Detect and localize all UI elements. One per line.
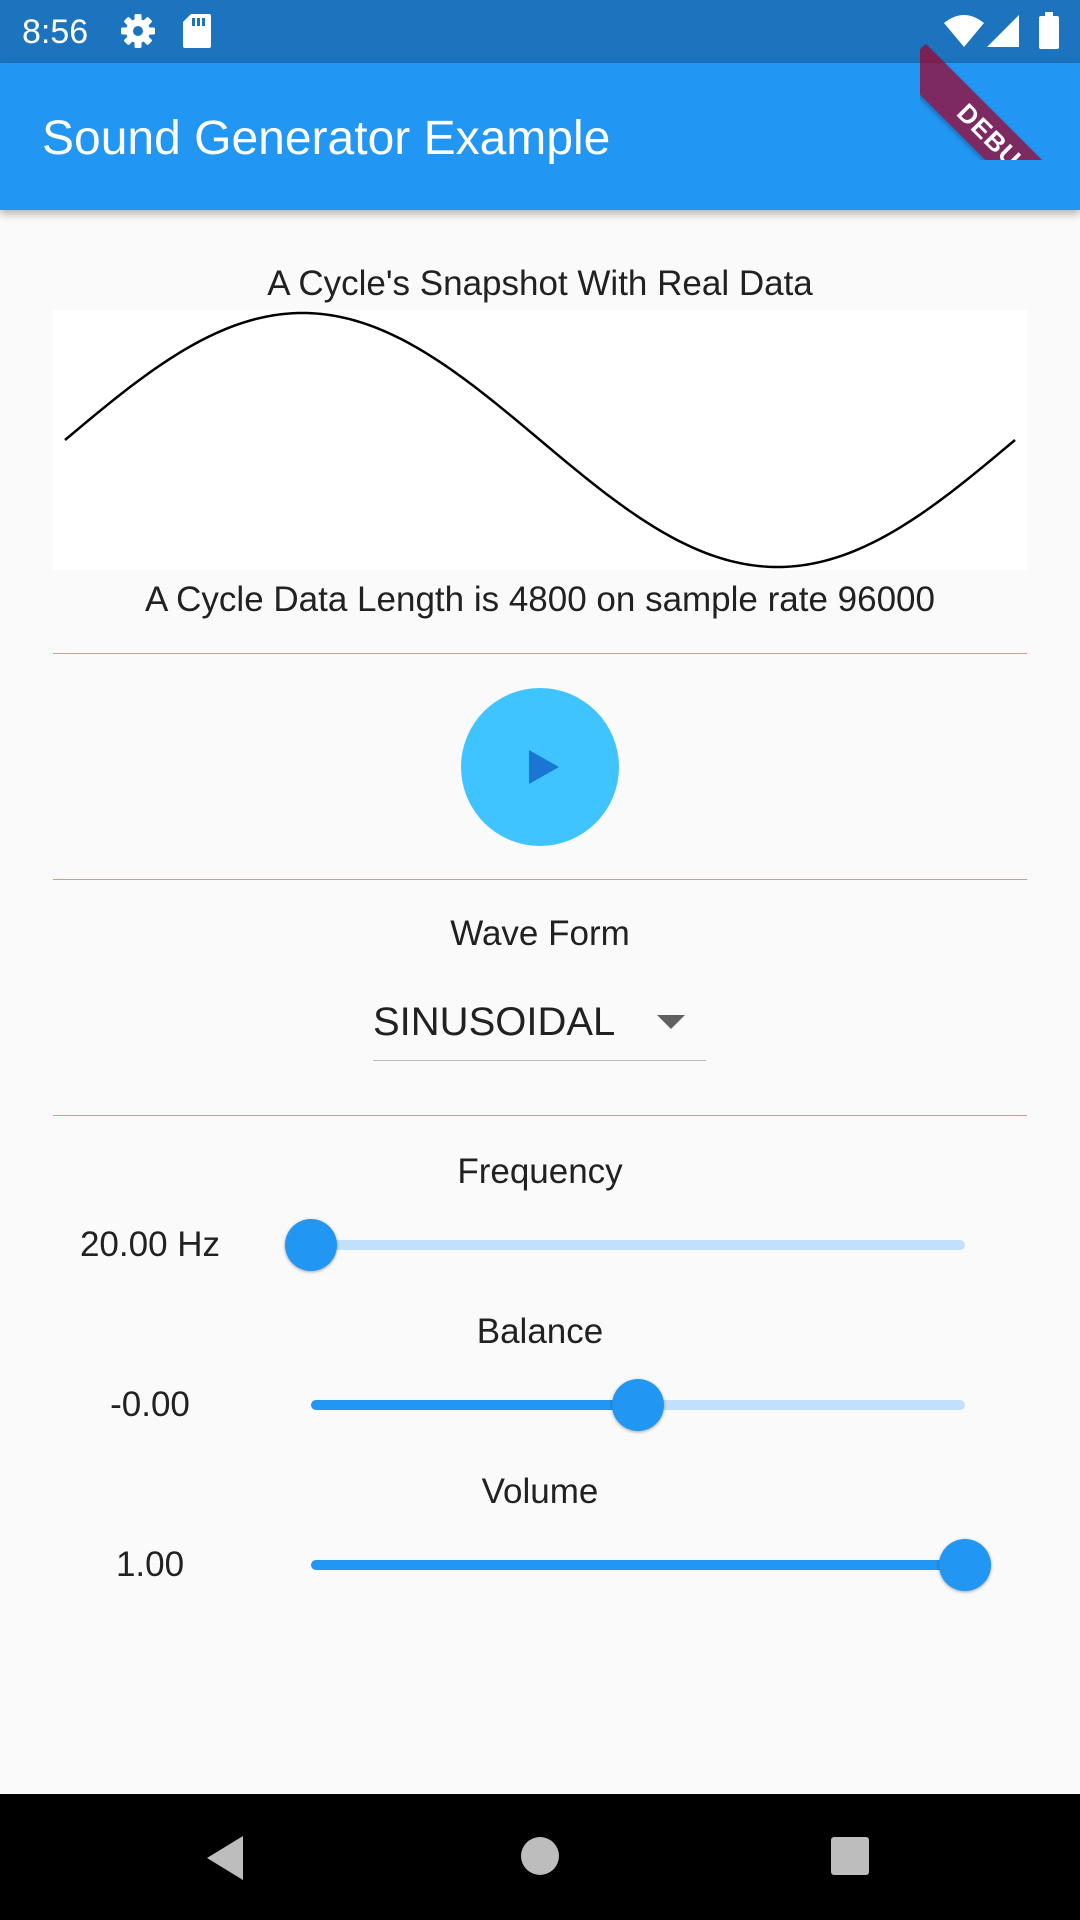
balance-label: Balance <box>476 1312 604 1351</box>
waveform-line <box>64 311 1016 569</box>
gear-icon <box>120 13 156 54</box>
frequency-slider[interactable] <box>285 1219 965 1271</box>
slider-fill <box>311 1400 638 1410</box>
slider-thumb[interactable] <box>939 1539 991 1591</box>
volume-label: Volume <box>481 1472 599 1511</box>
frequency-value: 20.00 Hz <box>79 1225 221 1264</box>
slider-thumb[interactable] <box>285 1219 337 1271</box>
app-title: Sound Generator Example <box>42 112 611 165</box>
sd-card-icon <box>182 13 212 54</box>
app-bar: Sound Generator Example <box>0 63 1080 210</box>
status-bar: 8:56 <box>0 0 1080 63</box>
balance-value: -0.00 <box>110 1385 190 1424</box>
balance-slider[interactable] <box>311 1379 965 1431</box>
recent-apps-icon[interactable] <box>830 1836 870 1876</box>
slider-track <box>311 1240 965 1250</box>
volume-slider[interactable] <box>311 1539 991 1591</box>
wave-form-selected: SINUSOIDAL <box>373 1000 616 1044</box>
home-icon[interactable] <box>520 1836 560 1876</box>
waveform-chart <box>53 310 1027 570</box>
play-button[interactable] <box>461 688 619 846</box>
wave-form-dropdown[interactable]: SINUSOIDAL <box>373 990 706 1061</box>
status-time: 8:56 <box>22 13 89 51</box>
volume-value: 1.00 <box>115 1545 185 1584</box>
divider <box>53 879 1027 880</box>
wave-form-label: Wave Form <box>450 914 630 953</box>
snapshot-title: A Cycle's Snapshot With Real Data <box>267 264 813 303</box>
back-icon[interactable] <box>205 1834 245 1882</box>
battery-icon <box>1038 12 1060 55</box>
divider <box>53 653 1027 654</box>
dropdown-arrow-icon <box>657 1015 685 1029</box>
cycle-info: A Cycle Data Length is 4800 on sample ra… <box>145 580 935 619</box>
navigation-bar <box>0 1794 1080 1920</box>
slider-fill <box>311 1560 965 1570</box>
wifi-icon <box>943 13 985 54</box>
slider-thumb[interactable] <box>612 1379 664 1431</box>
play-icon <box>529 750 559 784</box>
signal-icon <box>985 13 1021 54</box>
divider <box>53 1115 1027 1116</box>
frequency-label: Frequency <box>457 1152 623 1191</box>
